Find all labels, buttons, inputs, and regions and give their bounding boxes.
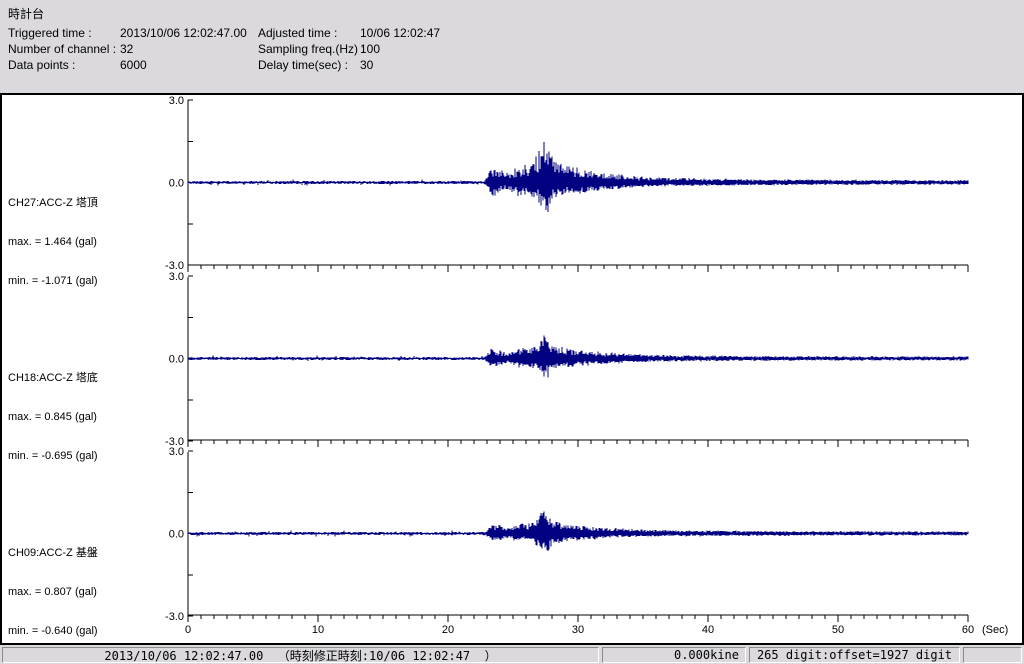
x-tick-label: 60 (962, 624, 974, 636)
channel-name: CH09:ACC-Z 基盤 (8, 547, 98, 559)
channel-min: min. = -1.071 (gal) (8, 275, 98, 287)
y-tick-label: -3.0 (165, 260, 184, 272)
x-tick-label: 0 (185, 624, 191, 636)
y-tick-label: 0.0 (169, 529, 184, 541)
x-tick-label: 20 (442, 624, 454, 636)
status-bar: 2013/10/06 12:02:47.00 （時刻修正時刻:10/06 12:… (0, 645, 1024, 664)
channel-name: CH18:ACC-Z 塔底 (8, 372, 98, 384)
adjusted-time-label: Adjusted time : (258, 26, 338, 40)
sampling-freq-label: Sampling freq.(Hz) : (258, 42, 365, 56)
status-time-panel: 2013/10/06 12:02:47.00 （時刻修正時刻:10/06 12:… (2, 647, 599, 663)
y-tick-label: 3.0 (169, 95, 184, 107)
status-empty-panel (963, 647, 1022, 663)
data-points-value: 6000 (120, 58, 147, 72)
x-tick-label: 50 (832, 624, 844, 636)
header-panel: 時計台 Triggered time : 2013/10/06 12:02:47… (0, 0, 1024, 93)
channel-max: max. = 0.807 (gal) (8, 586, 97, 598)
status-digit-panel: 265 digit:offset=1927 digit (749, 647, 960, 663)
channel-info-ch27: CH27:ACC-Z 塔頂 max. = 1.464 (gal) min. = … (8, 171, 98, 314)
sampling-freq-value: 100 (360, 42, 381, 56)
y-tick-label: 3.0 (169, 271, 184, 283)
channel-info-ch18: CH18:ACC-Z 塔底 max. = 0.845 (gal) min. = … (8, 346, 98, 489)
channel-max: max. = 0.845 (gal) (8, 411, 97, 423)
number-of-channel-label: Number of channel : (8, 42, 117, 56)
y-tick-label: 0.0 (169, 354, 184, 366)
channel-info-ch09: CH09:ACC-Z 基盤 max. = 0.807 (gal) min. = … (8, 521, 98, 664)
waveform-trace-3 (187, 511, 969, 552)
number-of-channel-value: 32 (120, 42, 134, 56)
status-kine-panel: 0.000kine (602, 647, 746, 663)
data-points-label: Data points : (8, 58, 76, 72)
triggered-time-label: Triggered time : (8, 26, 92, 40)
x-tick-label: 40 (702, 624, 714, 636)
channel-min: min. = -0.640 (gal) (8, 625, 98, 637)
channel-max: max. = 1.464 (gal) (8, 236, 97, 248)
triggered-time-value: 2013/10/06 12:02:47.00 (120, 26, 247, 40)
window-title: 時計台 (8, 7, 45, 21)
waveform-trace-1 (187, 142, 969, 212)
channel-min: min. = -0.695 (gal) (8, 450, 98, 462)
x-tick-label: 10 (312, 624, 324, 636)
y-tick-label: 0.0 (169, 178, 184, 190)
plot-area: CH27:ACC-Z 塔頂 max. = 1.464 (gal) min. = … (0, 93, 1024, 645)
y-tick-label: 3.0 (169, 446, 184, 458)
adjusted-time-value: 10/06 12:02:47 (360, 26, 441, 40)
y-tick-label: -3.0 (165, 436, 184, 448)
waveform-charts: 3.00.0-3.03.00.0-3.03.00.0-3.00 10 20 30 40 5… (165, 95, 1008, 636)
delay-time-value: 30 (360, 58, 374, 72)
channel-name: CH27:ACC-Z 塔頂 (8, 197, 98, 209)
y-tick-label: -3.0 (165, 611, 184, 623)
waveform-trace-2 (187, 335, 969, 378)
delay-time-label: Delay time(sec) : (258, 58, 349, 72)
x-axis-unit: (Sec) (982, 624, 1008, 636)
x-tick-label: 30 (572, 624, 584, 636)
